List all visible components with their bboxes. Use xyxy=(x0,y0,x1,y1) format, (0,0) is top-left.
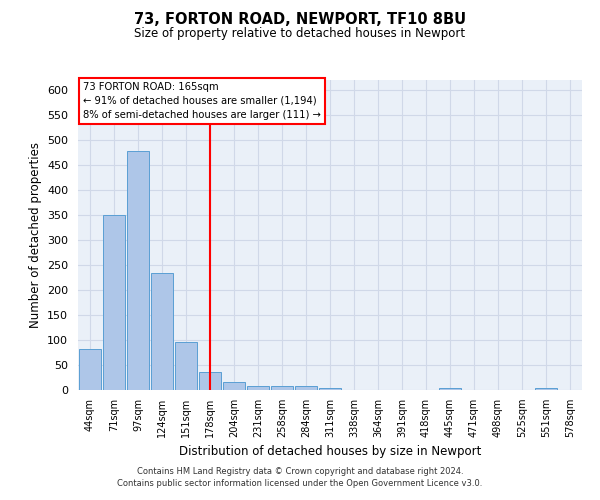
Bar xyxy=(295,386,317,390)
Bar xyxy=(175,342,197,390)
Bar xyxy=(79,348,101,390)
Text: Contains HM Land Registry data © Crown copyright and database right 2024.
Contai: Contains HM Land Registry data © Crown c… xyxy=(118,466,482,487)
Bar xyxy=(247,386,269,390)
Bar xyxy=(199,372,221,390)
Bar xyxy=(127,151,149,390)
Bar xyxy=(103,215,125,390)
Bar xyxy=(151,272,173,390)
Bar xyxy=(319,388,341,390)
Bar xyxy=(439,388,461,390)
Text: 73 FORTON ROAD: 165sqm
← 91% of detached houses are smaller (1,194)
8% of semi-d: 73 FORTON ROAD: 165sqm ← 91% of detached… xyxy=(83,82,321,120)
Bar xyxy=(535,388,557,390)
Y-axis label: Number of detached properties: Number of detached properties xyxy=(29,142,41,328)
Bar xyxy=(223,382,245,390)
Text: 73, FORTON ROAD, NEWPORT, TF10 8BU: 73, FORTON ROAD, NEWPORT, TF10 8BU xyxy=(134,12,466,28)
Bar xyxy=(271,386,293,390)
Text: Size of property relative to detached houses in Newport: Size of property relative to detached ho… xyxy=(134,28,466,40)
X-axis label: Distribution of detached houses by size in Newport: Distribution of detached houses by size … xyxy=(179,446,481,458)
